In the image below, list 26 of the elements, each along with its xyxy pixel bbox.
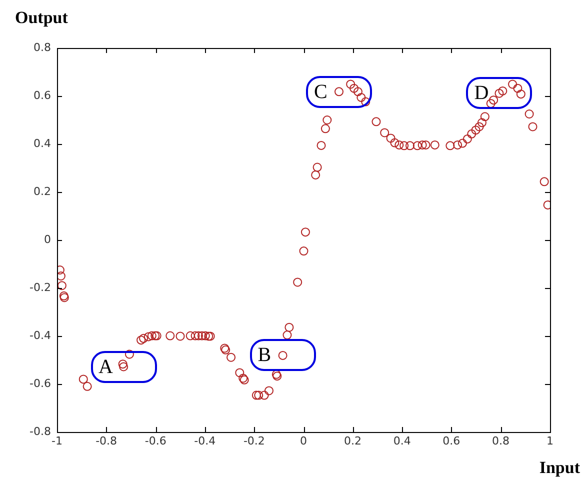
y-tick-label: -0.4 — [30, 328, 51, 342]
x-tick-label: -1 — [52, 434, 62, 448]
y-tick-label: 0.2 — [34, 184, 51, 198]
y-tick-label: -0.2 — [30, 280, 51, 294]
x-tick-label: 0.4 — [393, 434, 411, 448]
y-tick-label: 0.6 — [34, 88, 51, 102]
y-tick-label: 0.4 — [34, 136, 51, 150]
annotation: B — [258, 344, 272, 366]
y-tick-label: -0.8 — [30, 424, 51, 438]
y-tick-label: 0 — [44, 232, 51, 246]
x-tick-label: 0 — [300, 434, 307, 448]
x-tick-label: 0.2 — [344, 434, 362, 448]
x-tick-label: -0.8 — [96, 434, 118, 448]
x-tick-label: 0.8 — [492, 434, 510, 448]
annotation: C — [314, 80, 328, 103]
x-axis-title: Input — [539, 458, 580, 478]
x-tick-label: -0.2 — [243, 434, 265, 448]
x-tick-label: 1 — [546, 434, 554, 448]
annotation: A — [98, 356, 113, 378]
annotation: D — [474, 82, 489, 104]
x-tick-label: -0.6 — [144, 434, 166, 448]
y-axis-title: Output — [15, 8, 68, 28]
x-tick-label: 0.6 — [442, 434, 460, 448]
y-tick-label: 0.8 — [34, 40, 51, 54]
x-tick-label: -0.4 — [194, 434, 216, 448]
y-tick-label: -0.6 — [30, 376, 51, 390]
